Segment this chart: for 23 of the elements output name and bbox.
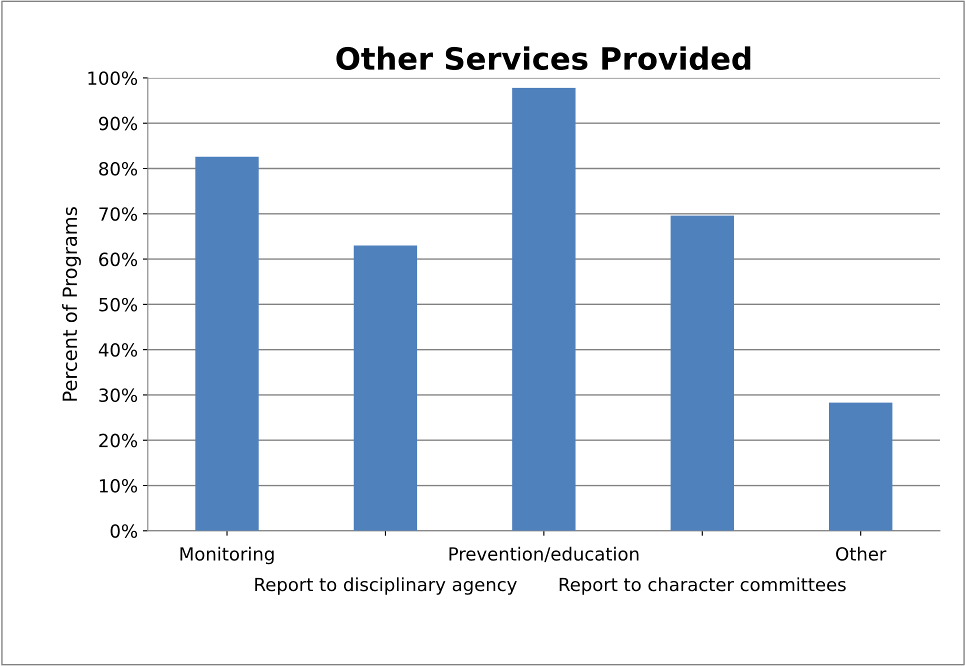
bar [670,216,734,531]
x-tick-label: Prevention/education [450,546,638,562]
y-tick-label: 70% [99,207,138,221]
bar [512,88,576,531]
bar [354,245,418,531]
y-tick-label: 90% [99,116,138,130]
y-tick-label: 30% [99,388,138,402]
x-tick-label: Monitoring [180,546,274,564]
y-tick-label: 50% [99,298,138,312]
bar [195,156,259,531]
y-tick-label: 80% [99,162,138,176]
chart-title: Other Services Provided [336,46,750,70]
y-axis-title: Percent of Programs [62,207,81,401]
x-tick-label: Report to disciplinary agency [255,577,517,595]
y-tick-label: 100% [88,71,138,86]
y-tick-label: 0% [110,524,138,538]
x-tick-label: Report to character committees [560,577,846,595]
y-tick-label: 10% [100,478,138,493]
y-tick-label: 60% [99,252,138,266]
y-tick-label: 40% [98,343,138,357]
y-tick-label: 20% [99,434,138,448]
x-tick-label: Other [836,546,886,561]
bar [829,402,892,531]
